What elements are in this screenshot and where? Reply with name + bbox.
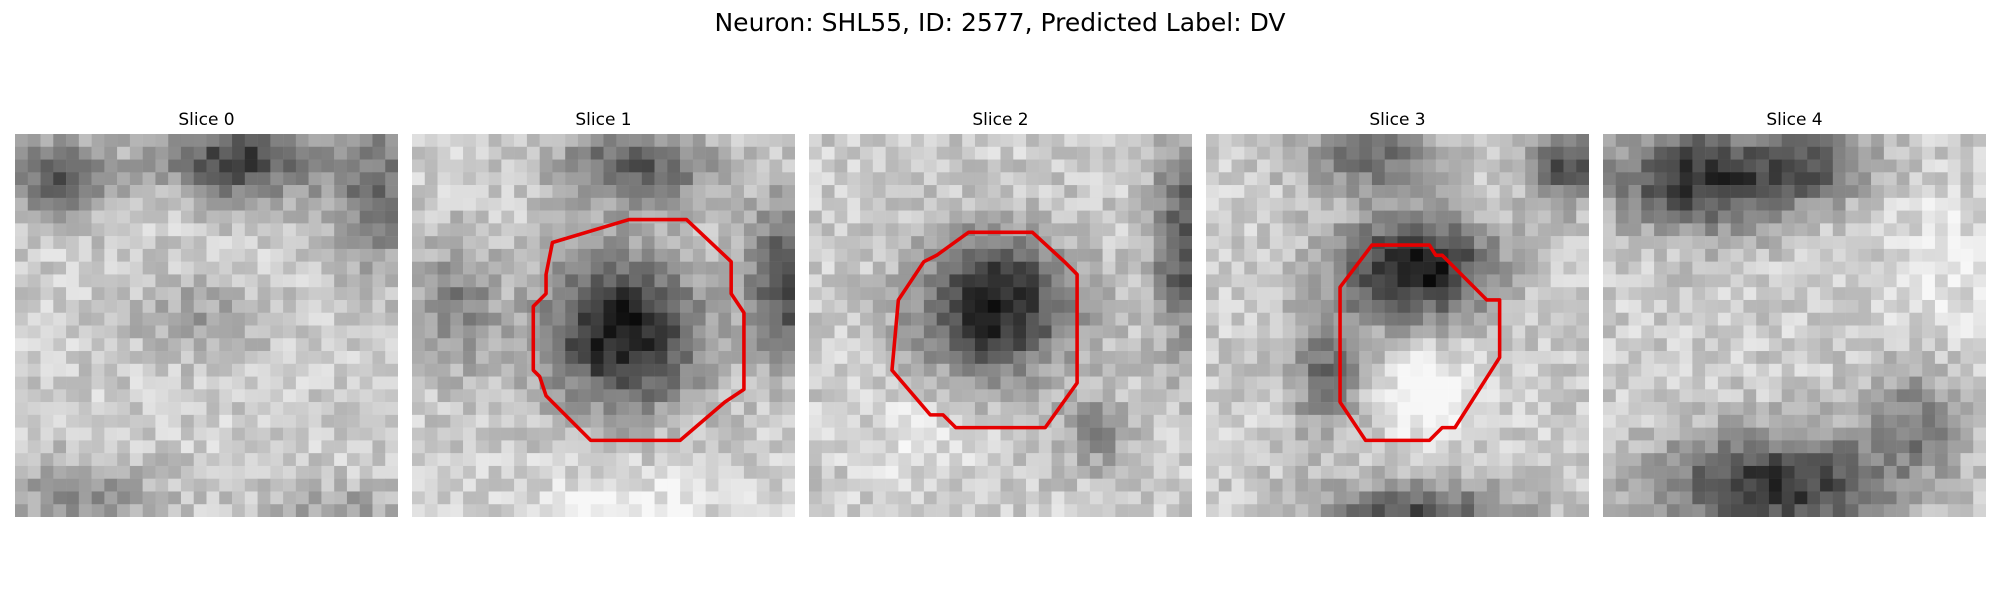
- slice-panel-0: Slice 0: [15, 108, 398, 517]
- slice-panel-2: Slice 2: [809, 108, 1192, 517]
- slice-title: Slice 0: [178, 110, 235, 130]
- slice-image: [809, 134, 1192, 517]
- roi-outline: [890, 230, 1079, 430]
- slice-image: [1206, 134, 1589, 517]
- figure-title: Neuron: SHL55, ID: 2577, Predicted Label…: [714, 8, 1286, 37]
- slice-title: Slice 2: [972, 110, 1029, 130]
- roi-outline: [531, 217, 746, 443]
- slice-image: [1603, 134, 1986, 517]
- slice-title: Slice 3: [1369, 110, 1426, 130]
- slice-title: Slice 1: [575, 110, 632, 130]
- slice-image: [412, 134, 795, 517]
- slice-panel-4: Slice 4: [1603, 108, 1986, 517]
- slice-image: [15, 134, 398, 517]
- slice-panel-3: Slice 3: [1206, 108, 1589, 517]
- roi-outline: [1338, 243, 1502, 443]
- slice-title: Slice 4: [1766, 110, 1823, 130]
- slice-panel-1: Slice 1: [412, 108, 795, 517]
